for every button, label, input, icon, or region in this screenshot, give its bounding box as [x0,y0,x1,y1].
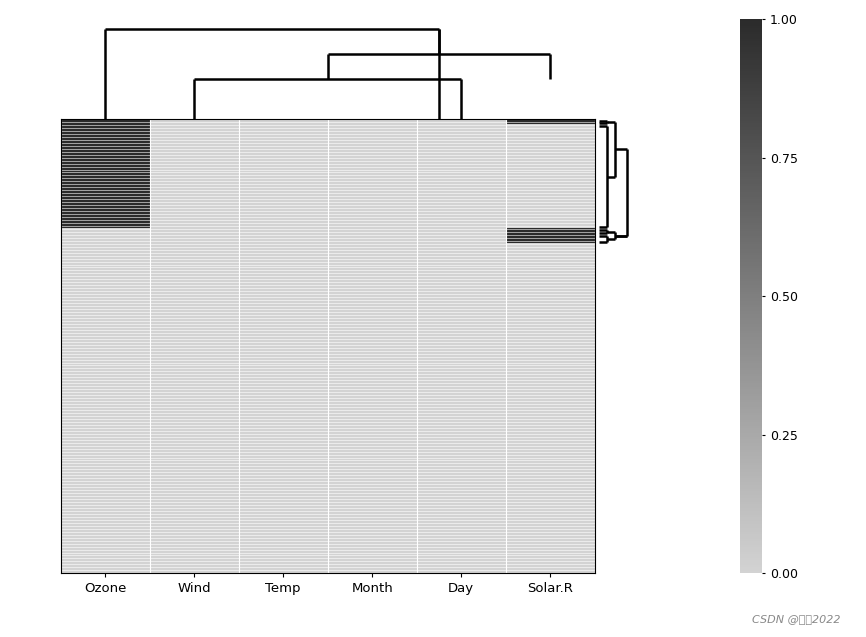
Text: CSDN @小割2022: CSDN @小割2022 [752,614,840,624]
